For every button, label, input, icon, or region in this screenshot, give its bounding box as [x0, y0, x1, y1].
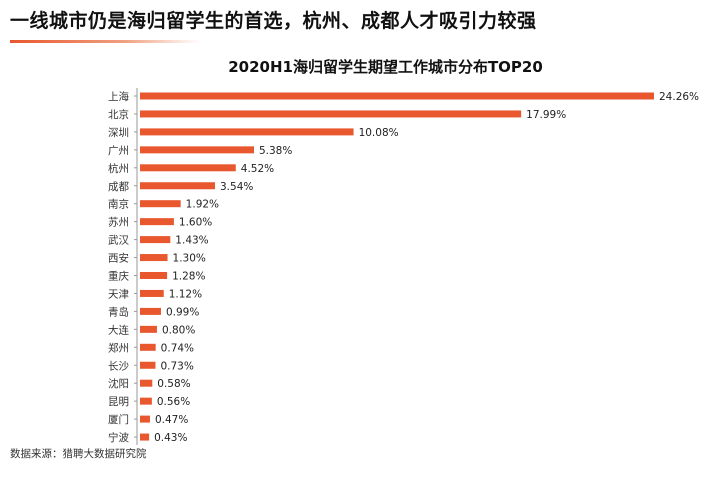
data-label: 17.99% — [526, 109, 566, 121]
bar — [140, 325, 157, 333]
bar — [140, 182, 216, 190]
chart-title: 2020H1海归留学生期望工作城市分布TOP20 — [228, 58, 543, 76]
category-label: 宁波 — [108, 431, 129, 444]
bar — [140, 110, 522, 118]
bar — [140, 272, 168, 279]
bar — [140, 128, 354, 136]
data-label: 3.54% — [220, 181, 253, 193]
bar — [140, 146, 254, 154]
category-label: 重庆 — [108, 270, 129, 283]
category-label: 广州 — [108, 145, 129, 157]
data-source-note: 数据来源：猎聘大数据研究院 — [10, 448, 147, 460]
category-label: 武汉 — [108, 234, 129, 247]
bar — [140, 200, 181, 208]
category-label: 上海 — [108, 90, 129, 103]
bar — [140, 361, 156, 369]
data-label: 0.80% — [162, 324, 195, 336]
category-label: 苏州 — [108, 216, 129, 229]
bar — [140, 397, 152, 405]
bar — [140, 254, 168, 262]
data-label: 0.58% — [157, 378, 190, 390]
data-label: 1.43% — [175, 235, 208, 247]
bar — [140, 236, 171, 244]
data-label: 0.99% — [166, 306, 199, 318]
page-headline: 一线城市仍是海归留学生的首选，杭州、成都人才吸引力较强 — [10, 10, 537, 32]
data-label: 24.26% — [659, 91, 699, 103]
category-label: 郑州 — [108, 341, 129, 354]
data-label: 0.56% — [157, 396, 190, 408]
category-label: 南京 — [108, 198, 129, 211]
category-label: 沈阳 — [108, 377, 129, 390]
data-label: 0.73% — [160, 360, 193, 372]
category-label: 大连 — [108, 323, 129, 336]
data-label: 1.60% — [179, 217, 212, 229]
category-label: 北京 — [108, 108, 129, 121]
data-label: 1.92% — [186, 199, 219, 211]
bar — [140, 289, 164, 297]
data-label: 1.30% — [173, 253, 206, 265]
data-label: 5.38% — [259, 145, 292, 157]
data-label: 0.47% — [155, 414, 188, 426]
data-label: 4.52% — [241, 163, 274, 175]
data-label: 0.74% — [161, 342, 194, 354]
data-label: 1.28% — [172, 271, 205, 283]
bar — [140, 433, 150, 441]
category-label: 青岛 — [108, 305, 129, 318]
category-label: 成都 — [108, 181, 129, 193]
category-label: 天津 — [108, 288, 129, 300]
data-label: 1.12% — [169, 288, 202, 300]
bar — [140, 92, 654, 100]
bar — [140, 307, 161, 315]
category-label: 昆明 — [108, 396, 129, 408]
data-label: 10.08% — [359, 127, 399, 139]
data-label: 0.43% — [154, 432, 187, 444]
bar — [140, 415, 150, 423]
category-label: 深圳 — [108, 127, 129, 139]
bar — [140, 218, 174, 226]
category-label: 杭州 — [108, 162, 129, 175]
bar — [140, 379, 153, 387]
category-label: 长沙 — [108, 360, 129, 372]
category-label: 西安 — [108, 252, 129, 265]
headline-underline — [10, 40, 200, 43]
category-label: 厦门 — [108, 413, 129, 426]
bar — [140, 343, 156, 351]
bar — [140, 164, 236, 172]
